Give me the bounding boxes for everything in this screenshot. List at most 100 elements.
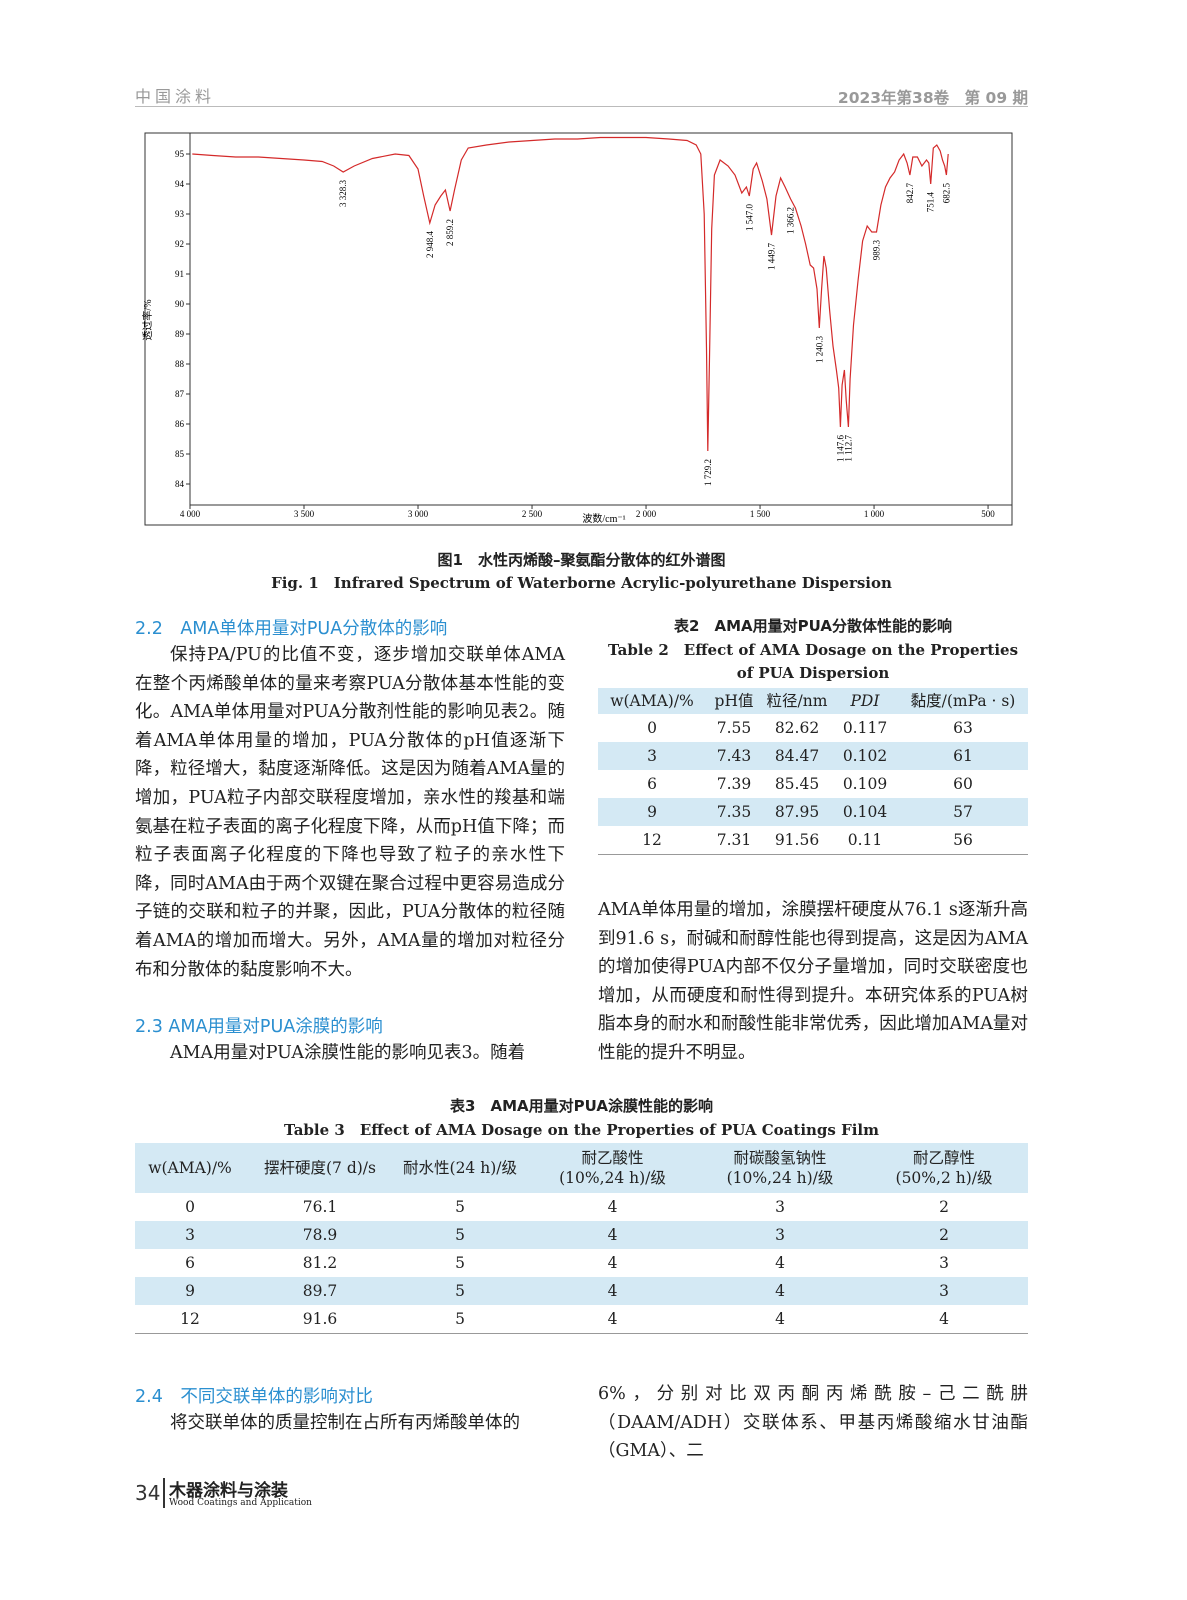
peak-label: 1 240.3 bbox=[814, 336, 824, 364]
table-cell: 3 bbox=[775, 1198, 785, 1216]
peak-label: 1 547.0 bbox=[744, 204, 754, 232]
table-row: 12 7.31 91.56 0.11 56 bbox=[598, 826, 1028, 855]
paragraph: 保持PA/PU的比值不变，逐步增加交联单体AMA在整个丙烯酸单体的量来考察PUA… bbox=[135, 645, 565, 980]
table-cell: 89.7 bbox=[245, 1277, 395, 1305]
column-header: 耐水性(24 h)/级 bbox=[395, 1143, 525, 1193]
table-row: 3 78.9 5 4 3 2 bbox=[135, 1221, 1028, 1249]
paragraph: AMA单体用量的增加，涂膜摆杆硬度从76.1 s逐渐升高到91.6 s，耐碱和耐… bbox=[598, 900, 1028, 1063]
y-tick-label: 91 bbox=[175, 269, 184, 279]
table-cell: 4 bbox=[525, 1305, 700, 1334]
column-header: 耐碳酸氢钠性 (10%,24 h)/级 bbox=[700, 1143, 860, 1193]
table-cell: 2 bbox=[860, 1221, 1028, 1249]
table-cell: 57 bbox=[898, 798, 1028, 826]
y-tick-label: 94 bbox=[175, 179, 185, 189]
x-tick-label: 500 bbox=[981, 509, 995, 519]
table-cell: 3 bbox=[598, 742, 706, 770]
y-tick-label: 87 bbox=[175, 389, 185, 399]
table-cell: 4 bbox=[700, 1305, 860, 1334]
x-tick-label: 2 500 bbox=[522, 509, 543, 519]
column-header: 耐乙酸性 (10%,24 h)/级 bbox=[525, 1143, 700, 1193]
table-cell: 7.55 bbox=[716, 719, 752, 737]
paragraph: 6%，分别对比双丙酮丙烯酰胺–己二酰肼（DAAM/ADH）交联体系、甲基丙烯酸缩… bbox=[598, 1384, 1028, 1462]
y-tick-label: 93 bbox=[175, 209, 185, 219]
table-cell: 2 bbox=[939, 1198, 949, 1216]
table-cell: 4 bbox=[607, 1198, 618, 1216]
column-header: 摆杆硬度(7 d)/s bbox=[245, 1143, 395, 1193]
table-cell: 0.104 bbox=[832, 798, 898, 826]
y-tick-label: 84 bbox=[175, 479, 185, 489]
table-row: 12 91.6 5 4 4 4 bbox=[135, 1305, 1028, 1334]
table-title-cn: 表3 AMA用量对PUA涂膜性能的影响 bbox=[450, 1097, 713, 1115]
table-cell: 61 bbox=[898, 742, 1028, 770]
table-cell: 3 bbox=[700, 1221, 860, 1249]
table-cell: 81.2 bbox=[302, 1254, 338, 1272]
column-header: 黏度/(mPa · s) bbox=[898, 688, 1028, 714]
table-cell: 4 bbox=[775, 1254, 785, 1272]
y-tick-label: 90 bbox=[175, 299, 185, 309]
page-number: 34 bbox=[135, 1481, 161, 1505]
table-cell: 84.47 bbox=[762, 742, 832, 770]
table-cell: 4 bbox=[860, 1305, 1028, 1334]
peak-label: 989.3 bbox=[871, 240, 881, 261]
table-cell: 4 bbox=[525, 1221, 700, 1249]
y-tick-label: 86 bbox=[175, 419, 185, 429]
y-tick-label: 95 bbox=[175, 149, 185, 159]
x-tick-label: 3 500 bbox=[294, 509, 315, 519]
table-cell: 9 bbox=[135, 1277, 245, 1305]
table-cell: 0.117 bbox=[842, 719, 888, 737]
table-cell: 12 bbox=[135, 1305, 245, 1334]
table-cell: 9 bbox=[598, 798, 706, 826]
figure-caption-cn: 图1 水性丙烯酸–聚氨酯分散体的红外谱图 bbox=[437, 551, 726, 569]
table-cell: 60 bbox=[953, 775, 973, 793]
table-head: w(AMA)/% pH值 粒径/nm PDI 黏度/(mPa · s) bbox=[598, 688, 1028, 714]
section-heading: 2.4 不同交联单体的影响对比 bbox=[135, 1387, 373, 1407]
table-cell: 5 bbox=[395, 1305, 525, 1334]
y-tick-label: 92 bbox=[175, 239, 184, 249]
x-tick-label: 1 500 bbox=[750, 509, 771, 519]
table-cell: 6 bbox=[647, 775, 657, 793]
peak-label: 2 859.2 bbox=[445, 219, 455, 246]
peak-label: 1 366.2 bbox=[786, 207, 796, 234]
y-tick-label: 88 bbox=[175, 359, 185, 369]
x-tick-label: 4 000 bbox=[180, 509, 201, 519]
table-cell: 3 bbox=[135, 1221, 245, 1249]
table-cell: 76.1 bbox=[302, 1198, 338, 1216]
table-cell: 0 bbox=[185, 1198, 195, 1216]
column-header: w(AMA)/% bbox=[598, 688, 706, 714]
x-tick-label: 1 000 bbox=[864, 509, 885, 519]
table-title-cn: 表2 AMA用量对PUA分散体性能的影响 bbox=[674, 617, 952, 635]
peak-label: 842.7 bbox=[905, 183, 915, 204]
table-cell: 56 bbox=[898, 826, 1028, 855]
table-cell: 7.39 bbox=[716, 775, 752, 793]
table-cell: 87.95 bbox=[762, 798, 832, 826]
peak-label: 682.5 bbox=[941, 183, 951, 204]
peak-label: 1 729.2 bbox=[703, 459, 713, 486]
x-axis-label: 波数/cm⁻¹ bbox=[582, 512, 625, 525]
column-header: 粒径/nm bbox=[762, 688, 832, 714]
table-cell: 91.6 bbox=[245, 1305, 395, 1334]
paragraph: AMA用量对PUA涂膜性能的影响见表3。随着 bbox=[170, 1043, 526, 1063]
peak-label: 3 328.3 bbox=[338, 180, 348, 208]
footer-bar bbox=[163, 1478, 165, 1508]
table-cell: 63 bbox=[953, 719, 973, 737]
table-cell: 85.45 bbox=[774, 775, 820, 793]
table-cell: 7.43 bbox=[706, 742, 762, 770]
footer-journal-en: Wood Coatings and Application bbox=[169, 1498, 312, 1508]
table-head: w(AMA)/% 摆杆硬度(7 d)/s 耐水性(24 h)/级 耐乙酸性 (10%,… bbox=[135, 1143, 1028, 1193]
paragraph: 将交联单体的质量控制在占所有丙烯酸单体的 bbox=[170, 1413, 520, 1433]
table-row: 0 7.55 82.62 0.117 63 bbox=[598, 714, 1028, 742]
column-header: w(AMA)/% bbox=[135, 1143, 245, 1193]
chart-frame bbox=[144, 132, 1013, 526]
table-cell: 7.31 bbox=[706, 826, 762, 855]
y-tick-label: 89 bbox=[175, 329, 185, 339]
figure-caption-en: Fig. 1 Infrared Spectrum of Waterborne A… bbox=[271, 574, 892, 592]
table-cell: 6 bbox=[185, 1254, 195, 1272]
header-rule bbox=[135, 106, 1028, 107]
spectrum-line bbox=[192, 136, 949, 452]
table-cell: 12 bbox=[598, 826, 706, 855]
table-cell: 0.109 bbox=[842, 775, 888, 793]
table-row: 9 89.7 5 4 4 3 bbox=[135, 1277, 1028, 1305]
column-header: 耐乙醇性 (50%,2 h)/级 bbox=[860, 1143, 1028, 1193]
table-title-en: Table 3 Effect of AMA Dosage on the Prop… bbox=[283, 1121, 880, 1139]
